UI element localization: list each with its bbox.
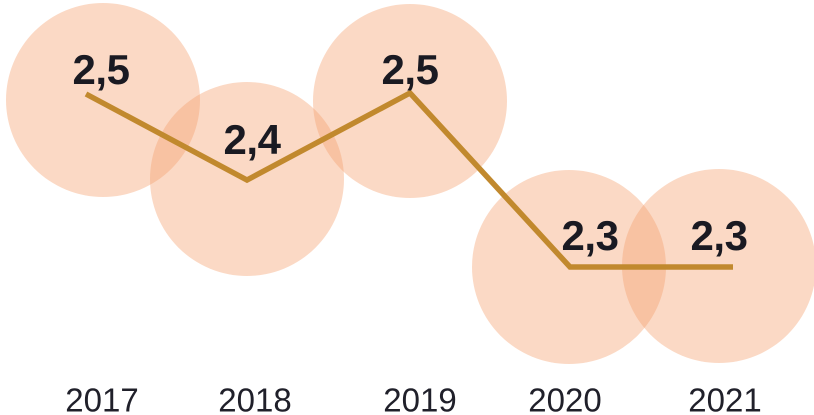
value-label-2017: 2,5 [72, 46, 130, 93]
value-label-2018: 2,4 [223, 116, 281, 163]
value-label-2019: 2,5 [381, 46, 439, 93]
x-axis-label-2019: 2019 [383, 381, 457, 415]
x-axis-label-2020: 2020 [528, 381, 602, 415]
data-bubble-2021 [622, 169, 814, 363]
value-label-2020: 2,3 [561, 212, 619, 259]
x-axis-label-2018: 2018 [218, 381, 292, 415]
x-axis-label-2017: 2017 [65, 381, 139, 415]
value-label-2021: 2,3 [690, 212, 748, 259]
x-axis-label-2021: 2021 [688, 381, 762, 415]
data-bubble-2019 [313, 4, 507, 198]
